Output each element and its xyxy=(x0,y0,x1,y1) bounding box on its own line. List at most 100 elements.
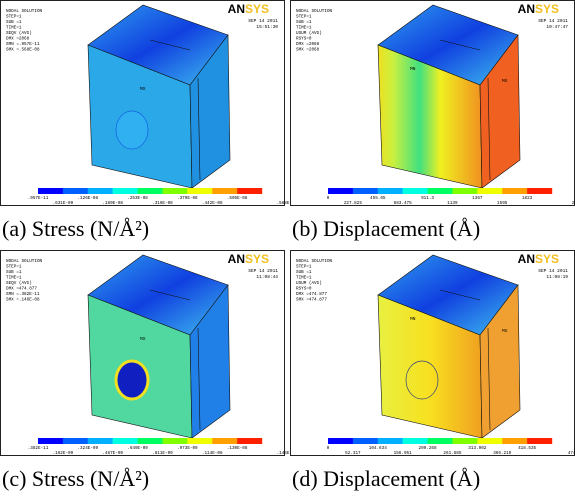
colorbar-segment xyxy=(328,188,353,194)
header-line: DMX =2068 xyxy=(6,37,30,42)
colorbar-label: .189E-08 xyxy=(102,201,123,206)
header-line: USUM (AVG) xyxy=(296,31,322,36)
header-line: SUB =1 xyxy=(6,270,22,275)
colorbar-segment xyxy=(187,438,212,444)
colorbar-segment xyxy=(237,438,262,444)
header-line: DMX =2068 xyxy=(296,42,320,47)
header-line: SMX =.146E-08 xyxy=(6,298,40,303)
colorbar-label: .114E-08 xyxy=(202,451,223,456)
date: SEP 14 2011 xyxy=(248,268,278,274)
colorbar-label: .631E-09 xyxy=(53,201,74,206)
header-line: NODAL SOLUTION xyxy=(6,259,43,264)
hole xyxy=(116,111,148,149)
colorbar-segment xyxy=(138,188,163,194)
colorbar-segment xyxy=(428,188,453,194)
colorbar-label: 209.268 xyxy=(419,446,437,451)
logo-right: SYS xyxy=(245,2,269,16)
colorbar-label: .382E-11 xyxy=(28,446,49,451)
colorbar-segment xyxy=(113,438,138,444)
colorbar-segment xyxy=(403,188,428,194)
panel: NODAL SOLUTIONSTEP=1SUB =1TIME=1USUM (AV… xyxy=(291,1,575,242)
colorbar-segment xyxy=(452,188,477,194)
header-line: SMX =2068 xyxy=(296,48,320,53)
colorbar-label: 366.219 xyxy=(493,451,511,456)
colorbar-label: .126E-08 xyxy=(77,196,98,201)
logo-left: AN xyxy=(228,2,245,16)
colorbar-label: .316E-08 xyxy=(152,201,173,206)
colorbar-label: .130E-08 xyxy=(227,446,248,451)
colorbar-segment xyxy=(63,438,88,444)
colorbar-segment xyxy=(353,188,378,194)
colorbar-label: 418.535 xyxy=(518,446,536,451)
header-line: SUB =1 xyxy=(296,20,312,25)
colorbar-segment xyxy=(138,438,163,444)
logo-left: AN xyxy=(518,252,535,266)
colorbar-segment xyxy=(353,438,378,444)
logo-right: SYS xyxy=(245,252,269,266)
node-label: MX xyxy=(140,86,146,92)
header-line: SMN =.957E-11 xyxy=(6,42,40,47)
colorbar-label: 0 xyxy=(327,196,330,201)
colorbar-segment xyxy=(428,438,453,444)
colorbar-segment xyxy=(477,188,502,194)
time: 11:08:44 xyxy=(256,274,278,280)
header-line: NODAL SOLUTION xyxy=(296,259,333,264)
date: SEP 14 2011 xyxy=(538,268,568,274)
colorbar-label: .162E-09 xyxy=(53,451,74,456)
logo-left: AN xyxy=(228,252,245,266)
logo-right: SYS xyxy=(535,252,559,266)
header-line: STEP=1 xyxy=(296,15,312,20)
colorbar-label: 474.877 xyxy=(568,451,575,456)
figure: NODAL SOLUTIONSTEP=1SUB =1TIME=1SEQV (AV… xyxy=(0,0,575,496)
header-line: SMX =474.877 xyxy=(296,298,327,303)
header-line: DMX =474.877 xyxy=(296,292,327,297)
colorbar-segment xyxy=(88,438,113,444)
time: 10:47:47 xyxy=(546,24,568,30)
colorbar-segment xyxy=(162,188,187,194)
time: 11:08:19 xyxy=(546,274,568,280)
colorbar-segment xyxy=(187,188,212,194)
colorbar-segment xyxy=(502,438,527,444)
colorbar-label: 1823 xyxy=(522,196,533,201)
caption: (b) Displacement (Å) xyxy=(292,216,480,241)
figure-svg: NODAL SOLUTIONSTEP=1SUB =1TIME=1SEQV (AV… xyxy=(0,0,575,496)
colorbar-segment xyxy=(38,438,63,444)
logo-right: SYS xyxy=(535,2,559,16)
colorbar-segment xyxy=(378,188,403,194)
date: SEP 14 2011 xyxy=(248,18,278,24)
colorbar-label: .442E-08 xyxy=(202,201,223,206)
colorbar-segment xyxy=(403,438,428,444)
colorbar-segment xyxy=(237,188,262,194)
colorbar-label: 313.902 xyxy=(468,446,486,451)
header-line: STEP=1 xyxy=(296,265,312,270)
colorbar-segment xyxy=(38,188,63,194)
header-line: SUB =1 xyxy=(6,20,22,25)
colorbar-label: 911.3 xyxy=(421,196,434,201)
header-line: RSYS=0 xyxy=(296,287,312,292)
caption: (a) Stress (N/Å²) xyxy=(2,216,149,241)
node-label: MX xyxy=(502,328,508,334)
colorbar-segment xyxy=(212,188,237,194)
colorbar-segment xyxy=(452,438,477,444)
colorbar-label: .957E-11 xyxy=(28,196,49,201)
colorbar-label: .505E-08 xyxy=(227,196,248,201)
time: 15:51:30 xyxy=(256,24,278,30)
colorbar-label: .973E-09 xyxy=(177,446,198,451)
header-line: STEP=1 xyxy=(6,15,22,20)
header-line: SMX =.568E-08 xyxy=(6,48,40,53)
colorbar-segment xyxy=(63,188,88,194)
colorbar-segment xyxy=(328,438,353,444)
colorbar-label: 1595 xyxy=(497,201,508,206)
colorbar-segment xyxy=(527,438,552,444)
node-label: MN xyxy=(410,66,416,72)
header-line: NODAL SOLUTION xyxy=(296,9,333,14)
colorbar-label: .253E-08 xyxy=(127,196,148,201)
header-line: TIME=1 xyxy=(6,276,22,281)
node-label: MN xyxy=(410,316,416,322)
colorbar-label: .379E-08 xyxy=(177,196,198,201)
colorbar-label: 227.825 xyxy=(344,201,362,206)
colorbar-label: 455.65 xyxy=(370,196,386,201)
header-line: SUB =1 xyxy=(296,270,312,275)
colorbar-segment xyxy=(162,438,187,444)
